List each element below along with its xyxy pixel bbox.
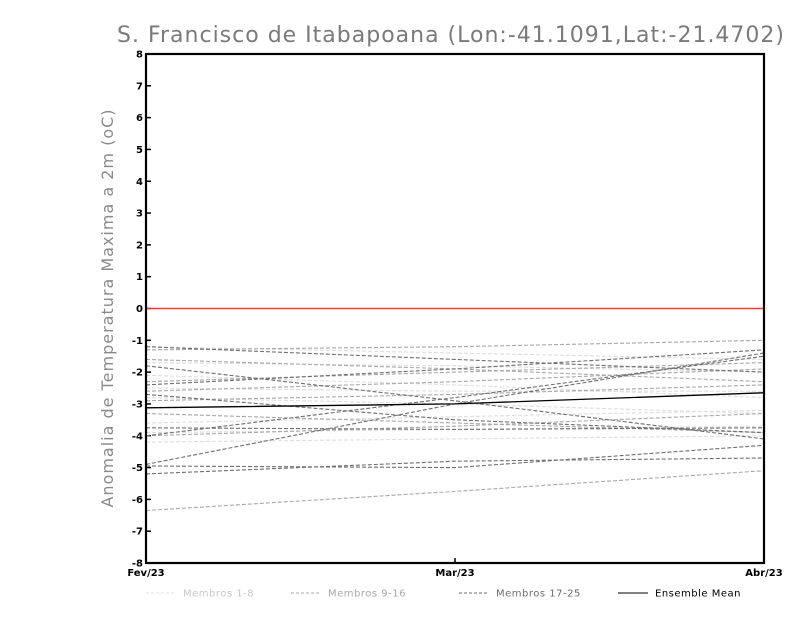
member-line-group-1 xyxy=(145,409,765,424)
y-tick-label: 3 xyxy=(136,209,143,220)
member-line-group-3 xyxy=(145,393,765,434)
x-tick-label: Abr/23 xyxy=(745,568,782,579)
legend-label: Membros 17-25 xyxy=(496,589,581,600)
member-line-group-2 xyxy=(145,412,765,437)
plot-frame xyxy=(144,52,766,565)
member-line-group-3 xyxy=(145,457,765,475)
legend-label: Ensemble Mean xyxy=(655,589,741,600)
y-tick-label: -4 xyxy=(132,431,143,442)
y-tick-label: -3 xyxy=(132,399,143,410)
y-tick-label: 8 xyxy=(136,50,143,61)
x-tick-label: Mar/23 xyxy=(435,568,474,579)
member-line-group-3 xyxy=(145,427,765,430)
member-line-group-2 xyxy=(145,470,765,512)
y-tick-label: -7 xyxy=(132,527,143,538)
member-line-group-3 xyxy=(145,346,765,373)
member-line-group-2 xyxy=(145,368,765,392)
member-line-group-2 xyxy=(145,412,765,434)
y-tick-label: 0 xyxy=(136,304,143,315)
member-line-group-1 xyxy=(145,387,764,392)
y-tick-label: -5 xyxy=(132,463,143,474)
y-tick-label: 6 xyxy=(136,113,143,124)
ensemble-mean-line xyxy=(145,392,765,409)
chart-title: S. Francisco de Itabapoana (Lon:-41.1091… xyxy=(117,23,785,48)
legend: Membros 1-8 Membros 9-16 Membros 17-25 Ense… xyxy=(146,589,741,600)
legend-label: Membros 9-16 xyxy=(328,589,406,600)
member-line-group-3 xyxy=(145,349,765,386)
y-tick-label: 1 xyxy=(136,272,143,283)
y-tick-label: 2 xyxy=(136,240,143,251)
y-tick-label: -8 xyxy=(132,559,143,570)
y-tick-label: 7 xyxy=(136,81,143,92)
x-tick-label: Fev/23 xyxy=(127,568,164,579)
y-axis-label: Anomalia de Temperatura Maxima a 2m (oC) xyxy=(98,108,117,507)
y-tick-label: -2 xyxy=(132,368,143,379)
y-tick-label: 4 xyxy=(136,177,143,188)
member-line-group-3 xyxy=(145,444,765,469)
member-line-group-1 xyxy=(145,362,765,373)
legend-label: Membros 1-8 xyxy=(183,589,254,600)
y-tick-label: -1 xyxy=(132,336,143,347)
member-line-group-2 xyxy=(145,384,765,402)
y-tick-label: -6 xyxy=(132,495,143,506)
member-line-group-1 xyxy=(145,435,765,443)
member-line-group-3 xyxy=(145,355,765,437)
member-line-group-1 xyxy=(145,397,765,415)
y-tick-label: 5 xyxy=(136,145,143,156)
x-axis-ticks: Fev/23 Mar/23 Abr/23 xyxy=(127,558,783,579)
member-line-group-2 xyxy=(145,362,765,383)
y-axis-ticks: 8 7 6 5 4 3 2 1 0 -1 -2 -3 -4 -5 -6 -7 -8 xyxy=(132,50,151,570)
member-line-group-3 xyxy=(145,365,765,440)
member-line-group-2 xyxy=(145,339,765,351)
series-layer xyxy=(145,307,765,512)
